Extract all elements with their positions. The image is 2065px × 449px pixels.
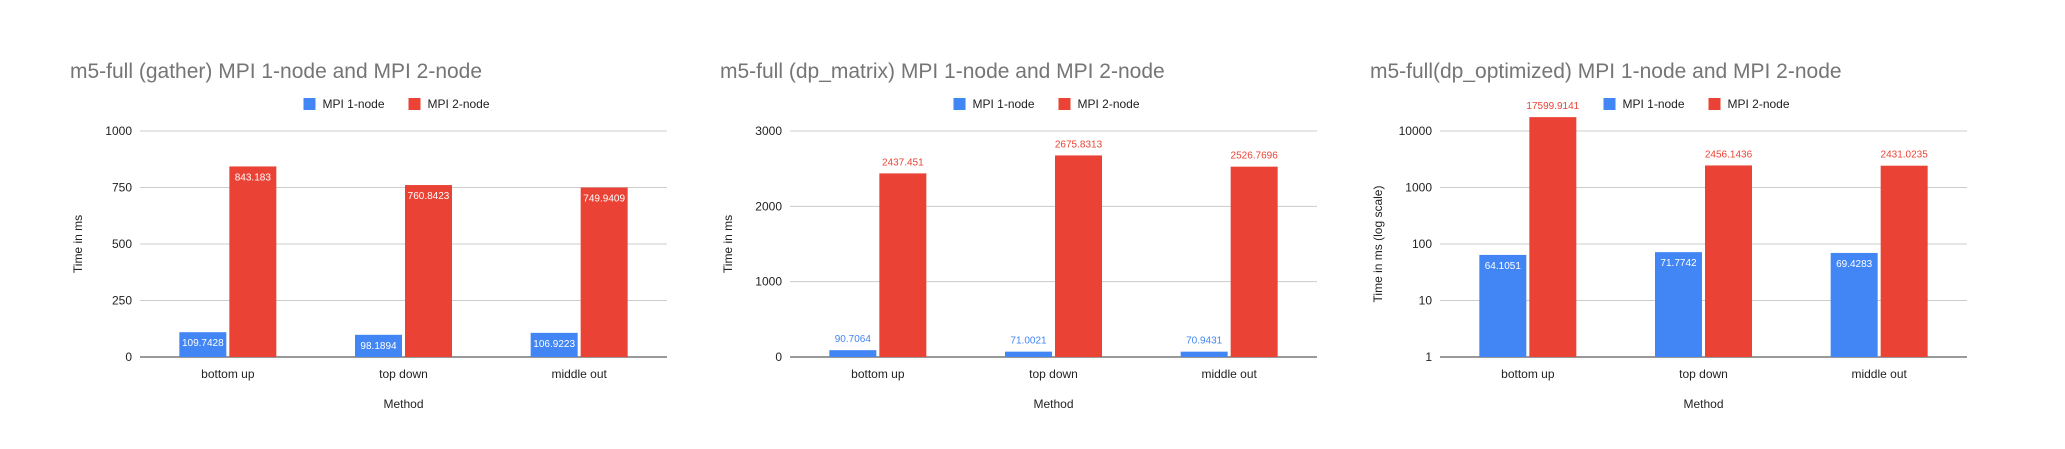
bar-2	[405, 185, 452, 357]
x-tick-label: top down	[1029, 367, 1078, 381]
chart-dp-matrix: m5-full (dp_matrix) MPI 1-node and MPI 2…	[700, 0, 1350, 449]
bar-1	[355, 334, 402, 357]
bar-1	[829, 350, 877, 357]
data-label: 98.1894	[360, 341, 397, 352]
x-tick-label: bottom up	[201, 367, 255, 381]
data-label: 69.4283	[1836, 259, 1873, 270]
y-tick-label: 1000	[1405, 181, 1432, 195]
chart-title: m5-full(dp_optimized) MPI 1-node and MPI…	[1370, 60, 1842, 83]
chart-svg: m5-full (gather) MPI 1-node and MPI 2-no…	[70, 60, 667, 411]
chart-title: m5-full (gather) MPI 1-node and MPI 2-no…	[70, 60, 482, 83]
bar-1	[530, 332, 578, 357]
data-label: 2437.451	[882, 157, 924, 168]
data-label: 843.183	[235, 172, 272, 183]
y-tick-label: 3000	[755, 124, 782, 138]
x-axis-title: Method	[383, 397, 423, 411]
chart-title: m5-full (dp_matrix) MPI 1-node and MPI 2…	[720, 60, 1165, 83]
x-axis-title: Method	[1033, 397, 1073, 411]
bar-1	[179, 332, 227, 357]
data-label: 17599.9141	[1526, 101, 1579, 112]
legend-swatch-2	[408, 98, 421, 110]
bar-2	[580, 187, 628, 357]
legend-label-2: MPI 2-node	[1728, 97, 1790, 111]
bar-1	[1005, 351, 1052, 357]
chart-svg: m5-full(dp_optimized) MPI 1-node and MPI…	[1370, 60, 1967, 411]
data-label: 749.9409	[583, 194, 625, 205]
data-label: 760.8423	[408, 191, 450, 202]
data-label: 71.7742	[1660, 258, 1697, 269]
data-label: 106.9223	[533, 339, 575, 350]
legend-label-2: MPI 2-node	[428, 97, 490, 111]
y-axis-title: Time in ms	[721, 215, 735, 273]
y-tick-label: 2000	[755, 199, 782, 213]
legend-swatch-2	[1708, 98, 1721, 110]
data-label: 109.7428	[182, 338, 224, 349]
chart-dp-optimized: m5-full(dp_optimized) MPI 1-node and MPI…	[1350, 0, 2000, 449]
data-label: 2431.0235	[1881, 150, 1929, 161]
y-tick-label: 0	[125, 350, 132, 364]
x-axis-title: Method	[1683, 397, 1723, 411]
x-tick-label: top down	[1679, 367, 1728, 381]
legend-label-1: MPI 1-node	[973, 97, 1035, 111]
legend-swatch-1	[1603, 98, 1616, 110]
y-tick-label: 1000	[105, 124, 132, 138]
legend-swatch-1	[303, 98, 316, 110]
data-label: 2456.1436	[1705, 149, 1753, 160]
data-label: 90.7064	[835, 334, 872, 345]
bar-2	[1705, 165, 1752, 357]
y-tick-label: 750	[112, 181, 132, 195]
y-tick-label: 1000	[755, 275, 782, 289]
y-tick-label: 250	[112, 294, 132, 308]
y-tick-label: 10000	[1399, 124, 1433, 138]
bar-2	[229, 166, 277, 357]
y-tick-label: 10	[1419, 294, 1433, 308]
bar-2	[1230, 166, 1278, 357]
x-tick-label: middle out	[551, 367, 607, 381]
y-tick-label: 0	[775, 350, 782, 364]
bar-1	[1180, 351, 1228, 357]
x-tick-label: middle out	[1201, 367, 1257, 381]
data-label: 2675.8313	[1055, 139, 1103, 150]
bar-2	[1880, 165, 1928, 357]
data-label: 71.0021	[1010, 336, 1047, 347]
y-axis-title: Time in ms	[71, 215, 85, 273]
x-tick-label: bottom up	[851, 367, 905, 381]
bar-2	[1529, 117, 1577, 357]
chart-svg: m5-full (dp_matrix) MPI 1-node and MPI 2…	[720, 60, 1317, 411]
legend-swatch-2	[1058, 98, 1071, 110]
legend-label-1: MPI 1-node	[323, 97, 385, 111]
data-label: 70.9431	[1186, 336, 1223, 347]
y-tick-label: 1	[1425, 350, 1432, 364]
legend-label-2: MPI 2-node	[1078, 97, 1140, 111]
bar-1	[1830, 252, 1878, 357]
data-label: 64.1051	[1485, 261, 1522, 272]
legend-swatch-1	[953, 98, 966, 110]
legend-label-1: MPI 1-node	[1623, 97, 1685, 111]
y-tick-label: 500	[112, 237, 132, 251]
y-tick-label: 100	[1412, 237, 1432, 251]
data-label: 2526.7696	[1231, 151, 1279, 162]
bar-2	[879, 173, 927, 357]
x-tick-label: middle out	[1851, 367, 1907, 381]
x-tick-label: bottom up	[1501, 367, 1555, 381]
bar-1	[1655, 252, 1702, 357]
chart-gather: m5-full (gather) MPI 1-node and MPI 2-no…	[50, 0, 700, 449]
x-tick-label: top down	[379, 367, 428, 381]
bar-2	[1055, 155, 1102, 357]
y-axis-title: Time in ms (log scale)	[1371, 186, 1385, 303]
bar-1	[1479, 254, 1527, 357]
